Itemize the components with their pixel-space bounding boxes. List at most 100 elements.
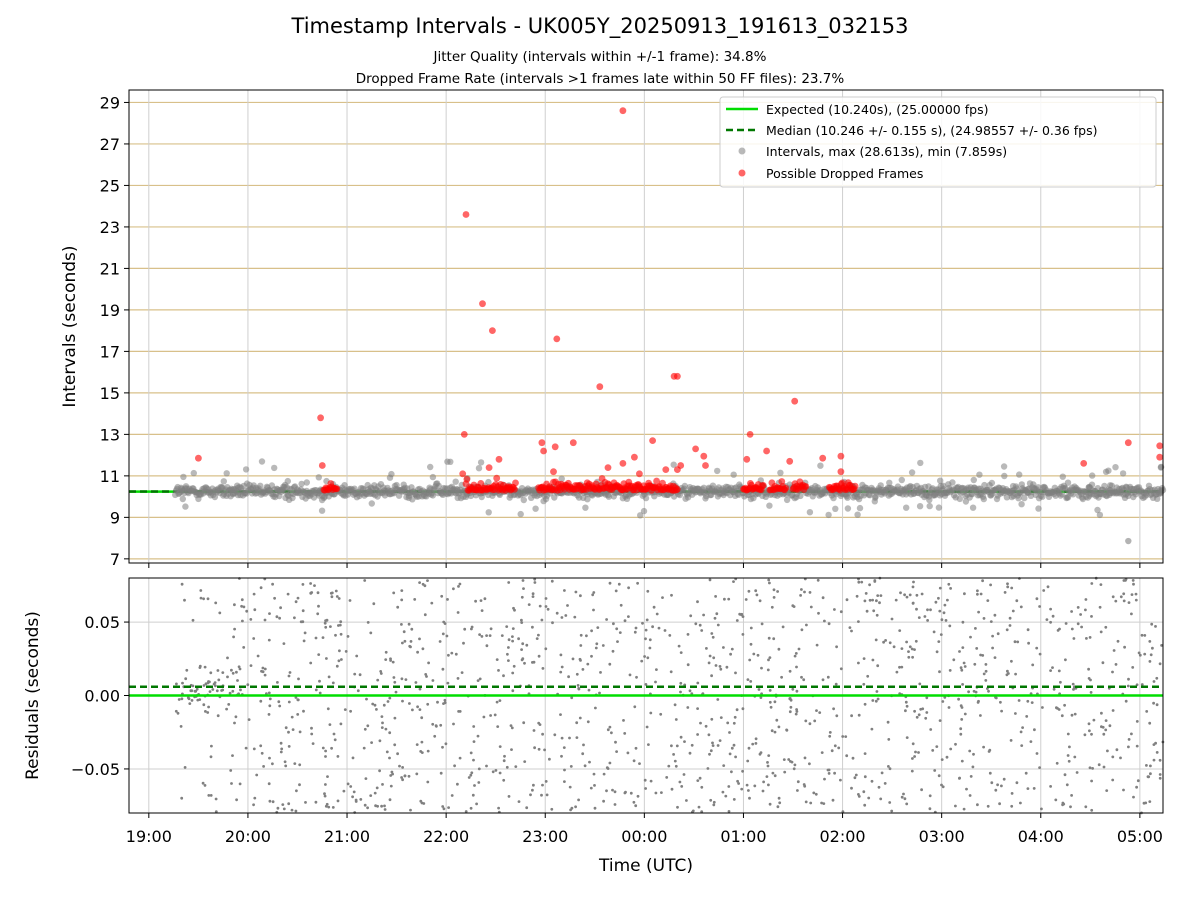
- residual-point: [855, 594, 859, 598]
- residual-point: [884, 639, 887, 642]
- residual-point: [676, 805, 679, 809]
- residual-point: [521, 579, 525, 582]
- residual-point: [1111, 709, 1115, 712]
- dropped-frame-point: [746, 431, 754, 438]
- residual-point: [218, 611, 222, 615]
- residual-point: [993, 613, 997, 617]
- residual-point: [780, 675, 783, 679]
- residual-point: [1025, 715, 1029, 718]
- residual-point: [500, 634, 504, 637]
- residual-point: [636, 794, 640, 798]
- residual-point: [773, 774, 777, 778]
- residual-point: [391, 772, 394, 776]
- residual-point: [694, 622, 698, 626]
- residual-point: [732, 798, 736, 801]
- residual-point: [335, 664, 339, 668]
- residual-point: [279, 606, 282, 610]
- residual-point: [710, 632, 714, 635]
- residual-point: [383, 808, 387, 811]
- residual-point: [606, 728, 610, 732]
- residual-point: [898, 665, 901, 669]
- residual-point: [400, 677, 404, 681]
- residual-point: [887, 765, 890, 768]
- residual-point: [1026, 787, 1030, 790]
- residual-point: [791, 604, 795, 608]
- interval-point: [257, 482, 264, 489]
- residual-point: [976, 589, 979, 593]
- residual-point: [408, 702, 411, 705]
- residual-point: [1006, 582, 1009, 586]
- residual-point: [1144, 801, 1148, 805]
- residual-point: [533, 577, 537, 581]
- residual-point: [343, 708, 347, 711]
- residual-point: [890, 617, 894, 621]
- residual-point: [696, 681, 700, 685]
- residual-point: [938, 670, 941, 674]
- interval-point: [962, 498, 970, 505]
- residual-point: [230, 782, 233, 785]
- residual-point: [605, 766, 609, 769]
- residual-point: [512, 664, 516, 668]
- residual-point: [346, 782, 350, 786]
- residual-point: [575, 721, 579, 725]
- residual-point: [640, 659, 644, 663]
- residual-point: [999, 700, 1002, 704]
- residual-point: [582, 743, 585, 747]
- residual-point: [675, 744, 679, 748]
- residual-point: [1060, 714, 1064, 718]
- residual-point: [644, 637, 647, 641]
- residual-point: [929, 608, 932, 612]
- residual-point: [1056, 629, 1060, 632]
- residual-point: [908, 593, 912, 597]
- x-tick-label: 01:00: [720, 827, 766, 846]
- residual-point: [682, 773, 686, 776]
- residual-point: [1090, 808, 1094, 812]
- residual-point: [418, 637, 421, 641]
- residual-point: [965, 787, 968, 791]
- interval-point: [258, 458, 266, 465]
- residual-point: [184, 677, 188, 681]
- residual-point: [339, 632, 343, 636]
- residual-point: [982, 617, 986, 620]
- residual-point: [800, 675, 803, 679]
- residual-point: [470, 625, 474, 629]
- residual-point: [525, 643, 529, 647]
- interval-point: [707, 487, 715, 494]
- residual-point: [245, 609, 249, 613]
- residual-point: [298, 783, 301, 787]
- residual-point: [905, 640, 908, 644]
- residual-point: [1068, 745, 1071, 749]
- residual-point: [494, 769, 498, 772]
- residual-point: [1091, 767, 1094, 770]
- residual-point: [1102, 732, 1106, 736]
- residual-point: [1130, 593, 1134, 596]
- residual-point: [1046, 585, 1050, 589]
- residual-point: [761, 789, 765, 793]
- residual-point: [284, 726, 288, 730]
- residual-point: [1114, 599, 1118, 603]
- residual-point: [610, 731, 613, 735]
- residual-point: [841, 810, 845, 814]
- residual-point: [202, 684, 206, 687]
- residual-point: [928, 807, 932, 811]
- residual-point: [616, 640, 619, 643]
- residual-point: [1135, 785, 1138, 789]
- interval-point: [444, 458, 451, 465]
- residual-point: [959, 666, 963, 670]
- residual-point: [392, 676, 396, 679]
- residual-point: [769, 705, 773, 709]
- residual-point: [366, 621, 370, 624]
- interval-point: [1009, 482, 1017, 490]
- residual-point: [871, 598, 874, 602]
- residual-point: [538, 723, 542, 726]
- residual-point: [511, 639, 514, 643]
- residual-point: [1149, 653, 1153, 657]
- residual-point: [864, 592, 868, 595]
- residual-point: [900, 665, 904, 669]
- residual-point: [469, 773, 473, 777]
- residual-point: [404, 678, 408, 681]
- residual-point: [323, 621, 327, 625]
- residual-point: [1155, 751, 1159, 754]
- residual-point: [1106, 749, 1109, 753]
- legend-dropped-frames-marker: [738, 169, 746, 177]
